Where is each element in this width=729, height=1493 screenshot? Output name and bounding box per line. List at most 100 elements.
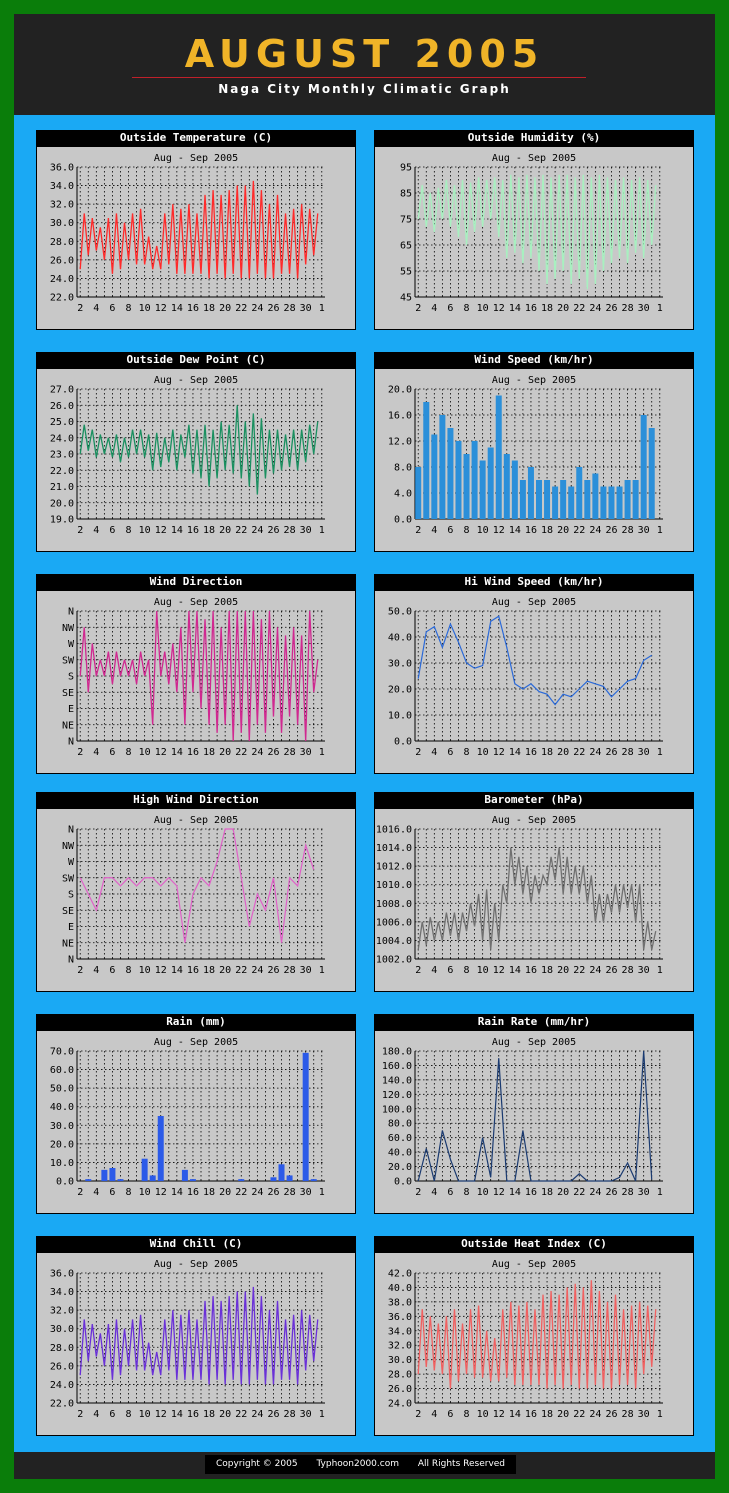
y-tick-label: 36.0 <box>50 1269 74 1280</box>
site-link[interactable]: Typhoon2000.com <box>316 1459 399 1469</box>
x-tick-label: 12 <box>155 965 167 976</box>
bar <box>632 480 639 519</box>
y-tick-label: N <box>68 607 74 618</box>
y-tick-label: NW <box>62 623 75 634</box>
page-subtitle: Naga City Monthly Climatic Graph <box>218 82 511 96</box>
x-tick-label: 1 <box>319 525 325 536</box>
x-tick-label: 10 <box>477 303 489 314</box>
y-tick-label: SE <box>62 906 74 917</box>
bar <box>600 486 607 519</box>
y-tick-label: 40.0 <box>388 1283 412 1294</box>
bar <box>270 1177 277 1181</box>
bar <box>503 454 510 519</box>
bar <box>592 473 599 519</box>
chart-subtitle: Aug - Sep 2005 <box>154 815 238 826</box>
series-line <box>417 174 657 290</box>
x-tick-label: 2 <box>77 747 83 758</box>
y-tick-label: 30.0 <box>50 218 74 229</box>
x-tick-label: 20 <box>557 303 569 314</box>
x-tick-label: 24 <box>251 1409 263 1420</box>
bar <box>584 480 591 519</box>
y-tick-label: 50.0 <box>388 607 412 618</box>
bar <box>648 428 655 519</box>
y-tick-label: 25.0 <box>50 417 74 428</box>
x-tick-label: 2 <box>415 303 421 314</box>
copyright-text: Copyright © 2005 <box>215 1459 298 1469</box>
x-tick-label: 12 <box>493 303 505 314</box>
x-tick-label: 10 <box>477 1187 489 1198</box>
bar <box>527 467 534 519</box>
x-tick-label: 14 <box>171 965 183 976</box>
header: AUGUST 2005 Naga City Monthly Climatic G… <box>14 14 715 115</box>
y-tick-label: 26.0 <box>388 1384 412 1395</box>
x-tick-label: 22 <box>235 1187 247 1198</box>
x-tick-label: 26 <box>267 965 279 976</box>
y-tick-label: 40.0 <box>388 1148 412 1159</box>
x-tick-label: 24 <box>589 303 601 314</box>
bar <box>568 486 575 519</box>
y-tick-label: 24.0 <box>50 433 74 444</box>
x-tick-label: 24 <box>251 965 263 976</box>
x-tick-label: 22 <box>573 1409 585 1420</box>
page-frame: AUGUST 2005 Naga City Monthly Climatic G… <box>14 14 715 1479</box>
panel-title: Wind Chill (C) <box>36 1236 356 1252</box>
bar <box>511 460 518 519</box>
y-tick-label: 8.0 <box>394 463 412 474</box>
x-tick-label: 24 <box>251 747 263 758</box>
bar <box>616 486 623 519</box>
chart-subtitle: Aug - Sep 2005 <box>492 375 576 386</box>
series-line <box>417 1050 653 1182</box>
y-tick-label: 20.0 <box>50 498 74 509</box>
x-tick-label: 2 <box>77 525 83 536</box>
x-tick-label: 8 <box>126 303 132 314</box>
x-tick-label: 16 <box>187 525 199 536</box>
x-tick-label: 28 <box>284 303 296 314</box>
y-tick-label: 1002.0 <box>376 955 412 966</box>
bar <box>560 480 567 519</box>
bar <box>544 480 551 519</box>
x-tick-label: 4 <box>93 965 99 976</box>
y-tick-label: 30.0 <box>50 1324 74 1335</box>
y-tick-label: 23.0 <box>50 450 74 461</box>
x-tick-label: 26 <box>605 303 617 314</box>
x-tick-label: 2 <box>415 1187 421 1198</box>
series-line <box>79 610 319 742</box>
x-tick-label: 22 <box>573 1187 585 1198</box>
y-tick-label: 1006.0 <box>376 917 412 928</box>
x-tick-label: 26 <box>267 525 279 536</box>
x-tick-label: 14 <box>171 525 183 536</box>
x-tick-label: 18 <box>203 303 215 314</box>
x-tick-label: 24 <box>589 1409 601 1420</box>
y-tick-label: 40.0 <box>388 633 412 644</box>
x-tick-label: 16 <box>187 1187 199 1198</box>
bar <box>519 480 526 519</box>
y-tick-label: 24.0 <box>50 274 74 285</box>
x-tick-label: 8 <box>464 965 470 976</box>
x-tick-label: 12 <box>493 525 505 536</box>
x-tick-label: 30 <box>638 747 650 758</box>
x-tick-label: 16 <box>187 965 199 976</box>
chart-subtitle: Aug - Sep 2005 <box>492 597 576 608</box>
x-tick-label: 10 <box>477 1409 489 1420</box>
bar <box>423 402 430 519</box>
x-tick-label: 30 <box>638 1187 650 1198</box>
x-tick-label: 18 <box>541 303 553 314</box>
panel-title: Hi Wind Speed (km/hr) <box>374 574 694 590</box>
y-tick-label: SE <box>62 688 74 699</box>
chart-rain-rate: Aug - Sep 20050.020.040.060.080.0100.012… <box>382 1037 663 1198</box>
panel-rain: Rain (mm) Aug - Sep 2005 0.0 10.0 20.0 30.0 4… <box>36 1014 356 1214</box>
footer: Copyright © 2005 Typhoon2000.com All Rig… <box>14 1452 715 1479</box>
y-tick-label: 26.0 <box>50 255 74 266</box>
chart-subtitle: Aug - Sep 2005 <box>154 153 238 164</box>
x-tick-label: 28 <box>284 1409 296 1420</box>
bar <box>536 480 542 519</box>
y-tick-label: 26.0 <box>50 1361 74 1372</box>
bar <box>141 1158 148 1181</box>
panel-high-wind-direction: High Wind Direction Aug - Sep 2005 N NE E SE… <box>36 792 356 992</box>
bar <box>238 1179 245 1181</box>
y-tick-label: 32.0 <box>50 200 74 211</box>
x-tick-label: 4 <box>431 965 437 976</box>
x-tick-label: 20 <box>557 525 569 536</box>
x-tick-label: 30 <box>300 747 312 758</box>
panel-humidity: Outside Humidity (%) Aug - Sep 2005 45 55 6… <box>374 130 694 330</box>
